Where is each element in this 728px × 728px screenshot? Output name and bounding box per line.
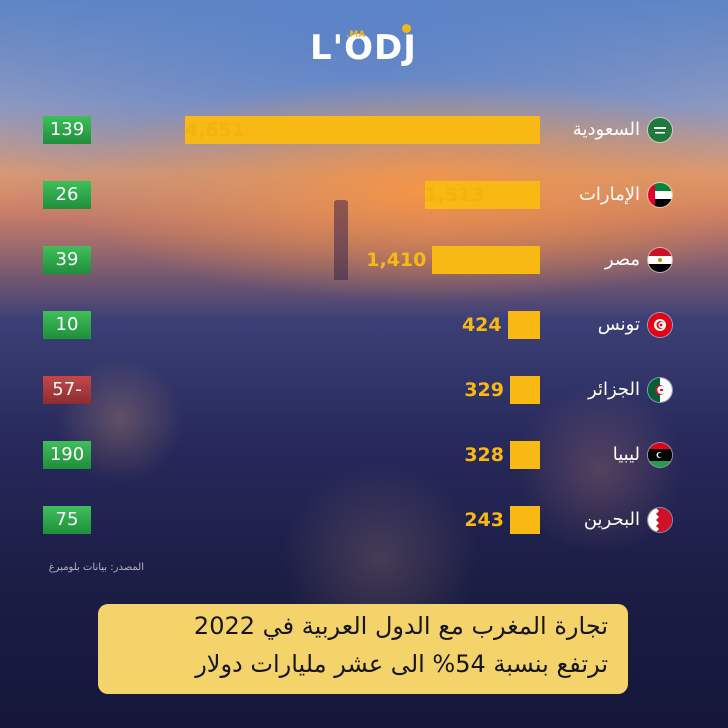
country-label: الجزائر (588, 379, 640, 400)
bahrain-flag-icon (648, 508, 672, 532)
lodj-logo: L'ODJ .MA (310, 24, 420, 70)
chart-row: 424 تونس 10 (0, 311, 728, 351)
saudi-arabia-flag-icon (648, 118, 672, 142)
trade-balance-badge: 190 (43, 441, 91, 469)
chart-title: تجارة المغرب مع الدول العربية في 2022 (193, 612, 608, 640)
value-label: 4,651 (184, 119, 245, 141)
chart-row: 1,410 مصر 39 (0, 246, 728, 286)
egypt-flag-icon (648, 248, 672, 272)
trade-balance-badge: 10 (43, 311, 91, 339)
country-label: مصر (604, 249, 640, 270)
value-label: 1,410 (366, 249, 427, 271)
country-label: السعودية (572, 119, 640, 140)
value-label: 1,513 (424, 184, 485, 206)
country-label: البحرين (583, 509, 640, 530)
country-label: ليبيا (612, 444, 640, 465)
trade-balance-badge: 39 (43, 246, 91, 274)
source-note: المصدر: بيانات بلومبرغ (48, 562, 144, 573)
algeria-flag-icon (648, 378, 672, 402)
value-label: 329 (464, 379, 504, 401)
chart-row: 4,651 السعودية 139 (0, 116, 728, 156)
value-label: 424 (461, 314, 502, 336)
bar (510, 376, 540, 404)
tunisia-flag-icon (648, 313, 672, 337)
chart-row: 328 ليبيا 190 (0, 441, 728, 481)
libya-flag-icon (648, 443, 672, 467)
trade-balance-badge: 26 (43, 181, 91, 209)
value-label: 328 (464, 444, 504, 466)
bar (424, 181, 540, 209)
chart-row: 243 البحرين 75 (0, 506, 728, 546)
bar (510, 441, 540, 469)
bar (507, 311, 540, 339)
chart-row: 329 الجزائر 57- (0, 376, 728, 416)
chart-subtitle: ترتفع بنسبة 54% الى عشر مليارات دولار (195, 650, 608, 678)
value-label: 243 (464, 509, 504, 531)
trade-balance-badge: 75 (43, 506, 91, 534)
trade-balance-badge: 57- (43, 376, 91, 404)
minaret-silhouette (334, 200, 348, 280)
trade-balance-badge: 139 (43, 116, 91, 144)
bar (510, 506, 540, 534)
bar (432, 246, 540, 274)
country-label: الإمارات (578, 184, 640, 205)
logo-text: L'ODJ (310, 28, 417, 68)
logo-sub: .MA (346, 30, 366, 40)
country-label: تونس (597, 314, 640, 335)
chart-row: 1,513 الإمارات 26 (0, 181, 728, 221)
caption-box: تجارة المغرب مع الدول العربية في 2022 تر… (98, 604, 628, 694)
bar (185, 116, 540, 144)
uae-flag-icon (648, 183, 672, 207)
logo-dot (402, 24, 411, 33)
